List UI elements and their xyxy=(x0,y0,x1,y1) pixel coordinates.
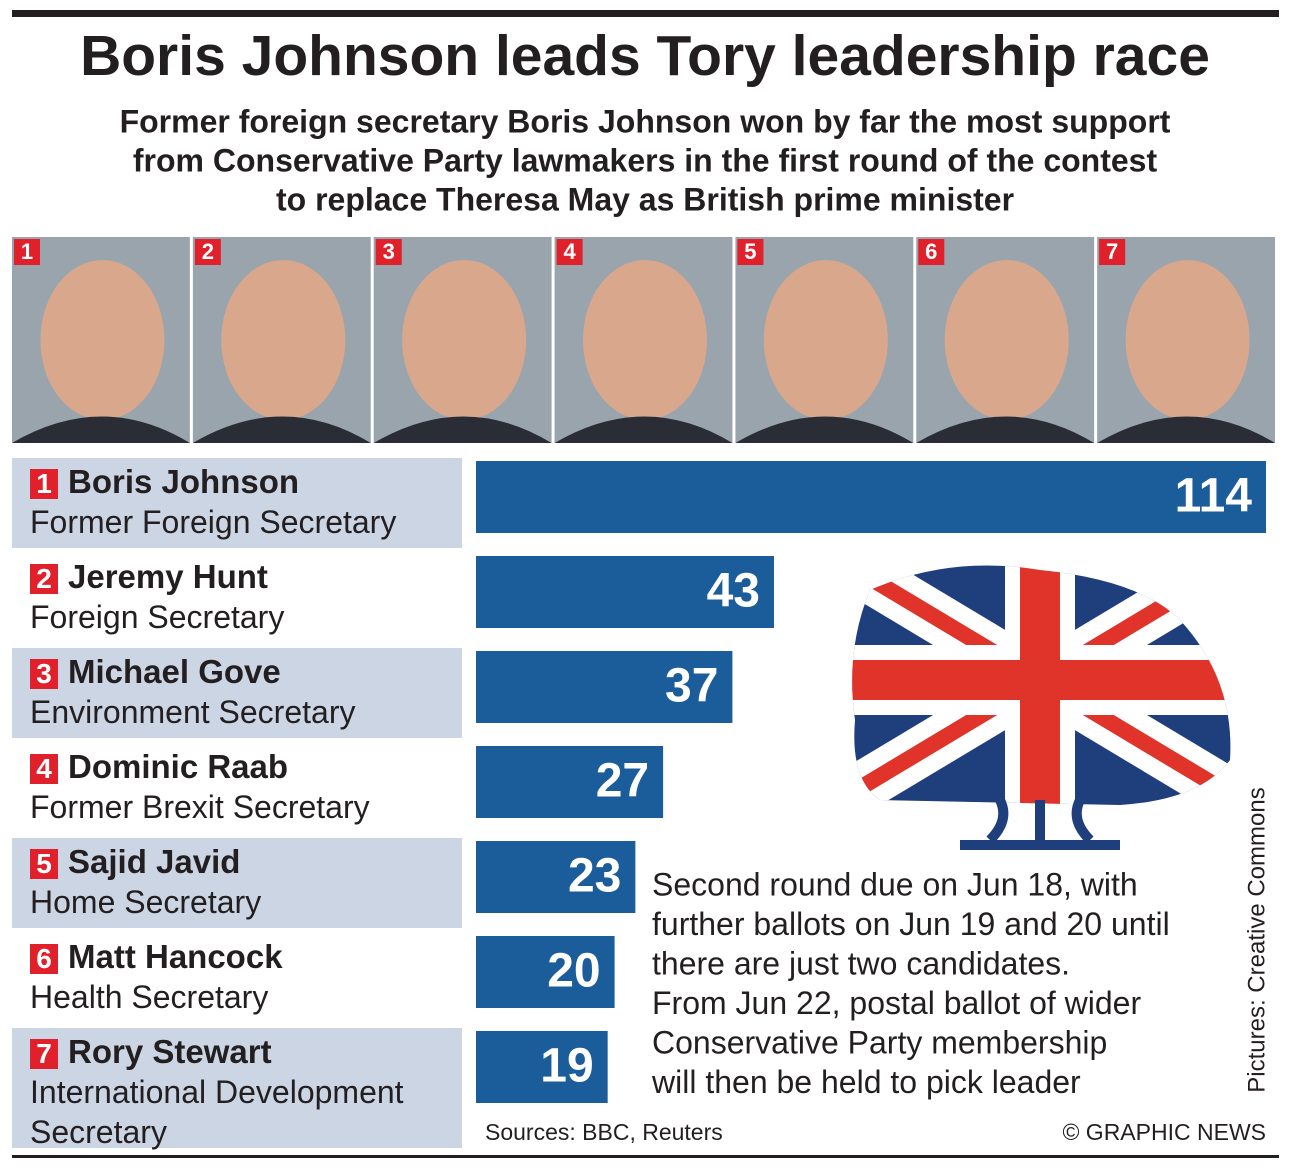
photo-face xyxy=(40,260,165,420)
photo-face xyxy=(763,260,888,420)
bar xyxy=(476,461,1266,533)
candidate-role: Foreign Secretary xyxy=(30,599,285,635)
credit: © GRAPHIC NEWS xyxy=(1062,1119,1266,1145)
rank-number: 3 xyxy=(383,239,395,264)
bar xyxy=(476,651,733,723)
bottom-rule xyxy=(12,1155,1279,1158)
bar xyxy=(476,746,664,818)
candidate-role: Home Secretary xyxy=(30,884,262,920)
value-label: 20 xyxy=(547,945,600,998)
rank-badge xyxy=(1099,239,1126,265)
chart-title: Boris Johnson leads Tory leadership race xyxy=(80,24,1210,88)
note: further ballots on Jun 19 and 20 until xyxy=(652,906,1170,942)
bar xyxy=(476,936,615,1008)
candidate-name: Matt Hancock xyxy=(68,938,283,975)
value-label: 19 xyxy=(540,1040,593,1093)
photo-shoulders xyxy=(1097,416,1275,443)
candidate-name: Rory Stewart xyxy=(68,1033,272,1070)
rank-badge xyxy=(194,239,221,265)
photo-face xyxy=(1125,260,1250,420)
rank-badge xyxy=(14,239,40,265)
bar xyxy=(476,841,636,913)
rank-badge xyxy=(737,239,764,265)
candidate-name: Michael Gove xyxy=(68,653,281,690)
note: there are just two candidates. xyxy=(652,945,1070,981)
rank-number: 6 xyxy=(30,944,58,974)
rank-number: 2 xyxy=(202,239,214,264)
rank-badge xyxy=(918,239,945,265)
rank-number: 5 xyxy=(30,849,58,879)
rank-badge xyxy=(556,239,583,265)
candidate-role: Former Foreign Secretary xyxy=(30,504,397,540)
candidate-role: International Development Secretary xyxy=(30,1074,404,1150)
candidate-photo: 5 xyxy=(735,237,914,443)
subtitle: from Conservative Party lawmakers in the… xyxy=(133,142,1158,178)
note: will then be held to pick leader xyxy=(651,1064,1081,1100)
rank-number: 1 xyxy=(21,239,33,264)
subtitle: to replace Theresa May as British prime … xyxy=(276,181,1014,217)
candidate-label: 7 Rory Stewart International Development S… xyxy=(12,1028,462,1150)
photo-shoulders xyxy=(192,416,371,443)
candidate-photo: 4 xyxy=(554,237,733,443)
photo-shoulders xyxy=(916,416,1095,443)
photo-shoulders xyxy=(373,416,552,443)
top-rule xyxy=(12,10,1279,17)
picture-credit: Pictures: Creative Commons xyxy=(1243,787,1270,1092)
candidate-label: 4 Dominic Raab Former Brexit Secretary xyxy=(12,743,462,833)
subtitle: Former foreign secretary Boris Johnson w… xyxy=(120,103,1171,139)
note: Second round due on Jun 18, with xyxy=(652,866,1138,902)
rank-number: 7 xyxy=(30,1039,58,1069)
candidate-label: 2 Jeremy Hunt Foreign Secretary xyxy=(12,553,462,643)
candidate-label: 6 Matt Hancock Health Secretary xyxy=(12,933,462,1023)
note: From Jun 22, postal ballot of wider xyxy=(652,985,1141,1021)
value-label: 114 xyxy=(1175,470,1253,523)
sources: Sources: BBC, Reuters xyxy=(485,1119,723,1145)
rank-number: 7 xyxy=(1106,239,1118,264)
candidate-name: Boris Johnson xyxy=(68,463,300,500)
candidate-photo: 3 xyxy=(373,237,552,443)
rank-number: 1 xyxy=(30,469,58,499)
photo-shoulders xyxy=(554,416,733,443)
rank-number: 4 xyxy=(563,239,576,264)
candidate-name: Dominic Raab xyxy=(68,748,289,785)
photo-face xyxy=(221,260,346,420)
rank-number: 3 xyxy=(30,659,58,689)
candidate-role: Environment Secretary xyxy=(30,694,356,730)
candidate-role: Former Brexit Secretary xyxy=(30,789,370,825)
rank-badge xyxy=(375,239,402,265)
value-label: 23 xyxy=(568,850,621,903)
rank-number: 2 xyxy=(30,564,58,594)
candidate-label: 3 Michael Gove Environment Secretary xyxy=(12,648,462,738)
value-label: 43 xyxy=(707,565,760,618)
value-label: 37 xyxy=(665,660,718,713)
photo-face xyxy=(583,260,707,420)
photo-shoulders xyxy=(12,416,190,443)
candidate-role: Health Secretary xyxy=(30,979,269,1015)
photo-face xyxy=(944,260,1069,420)
rank-number: 4 xyxy=(30,754,58,784)
note: Conservative Party membership xyxy=(652,1024,1107,1060)
candidate-name: Sajid Javid xyxy=(68,843,241,880)
party-logo xyxy=(852,565,1231,850)
candidate-photo: 1 xyxy=(12,237,190,443)
candidate-name: Jeremy Hunt xyxy=(68,558,268,595)
candidate-photo: 6 xyxy=(916,237,1095,443)
rank-number: 5 xyxy=(744,239,756,264)
photo-shoulders xyxy=(735,416,914,443)
candidate-label: 1 Boris Johnson Former Foreign Secretary xyxy=(12,458,462,548)
bar xyxy=(476,1031,608,1103)
bar xyxy=(476,556,774,628)
candidate-photo: 2 xyxy=(192,237,371,443)
value-label: 27 xyxy=(596,755,649,808)
photo-face xyxy=(402,260,527,420)
candidate-photo: 7 xyxy=(1097,237,1275,443)
rank-number: 6 xyxy=(925,239,937,264)
candidate-label: 5 Sajid Javid Home Secretary xyxy=(12,838,462,928)
